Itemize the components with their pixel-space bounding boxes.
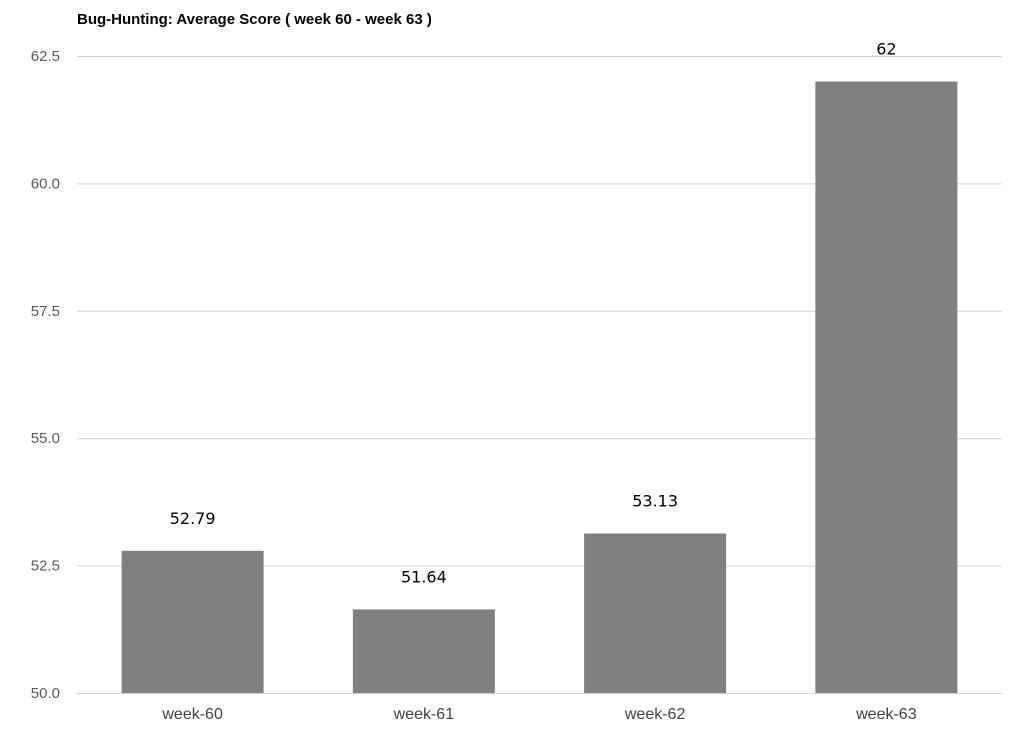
x-tick-label: week-63 [855,706,917,723]
y-axis-ticks: 50.0 52.5 55.0 57.5 60.0 62.5 [31,48,60,702]
data-label: 51.64 [401,567,447,586]
y-tick-label: 57.5 [31,303,60,320]
bar [815,81,958,694]
y-tick-label: 50.0 [31,685,60,702]
data-labels: 52.79 51.64 53.13 62 [170,39,897,586]
bars [121,81,958,694]
y-tick-label: 62.5 [31,48,60,65]
y-tick-label: 52.5 [31,558,60,575]
data-label: 53.13 [632,491,678,510]
bar [584,533,727,693]
data-label: 52.79 [170,509,216,528]
x-axis-ticks: week-60 week-61 week-62 week-63 [161,706,916,723]
data-label: 62 [876,39,896,58]
y-tick-label: 55.0 [31,430,60,447]
chart-title: Bug-Hunting: Average Score ( week 60 - w… [77,11,432,28]
bar [121,550,264,693]
bar [352,609,495,693]
x-tick-label: week-60 [161,706,223,723]
y-tick-label: 60.0 [31,175,60,192]
x-tick-label: week-61 [393,706,455,723]
x-tick-label: week-62 [624,706,686,723]
